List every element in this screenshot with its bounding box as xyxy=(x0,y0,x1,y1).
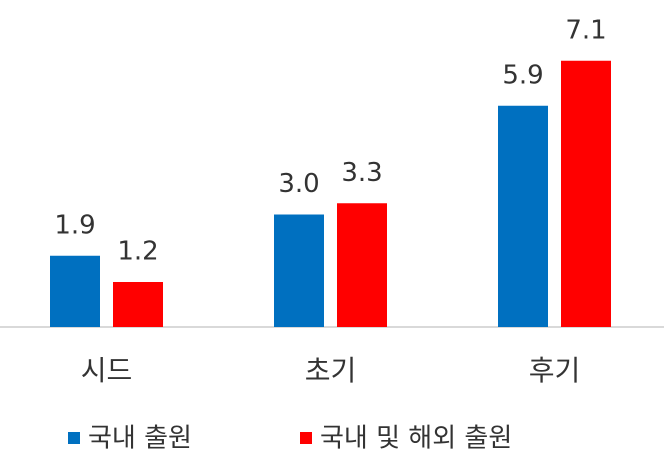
legend-label: 국내 및 해외 출원 xyxy=(320,424,512,454)
value-label: 1.9 xyxy=(54,210,95,240)
bar xyxy=(337,203,387,327)
legend-swatch xyxy=(300,432,312,444)
x-tick-label: 초기 xyxy=(305,354,357,387)
bar xyxy=(113,282,163,327)
bar xyxy=(274,214,324,327)
bar xyxy=(50,255,100,327)
value-label: 3.3 xyxy=(341,158,382,188)
x-tick-label: 후기 xyxy=(529,354,581,387)
legend-label: 국내 출원 xyxy=(88,424,192,454)
bar xyxy=(561,60,611,327)
value-label: 1.2 xyxy=(117,237,158,267)
value-label: 5.9 xyxy=(502,60,543,90)
legend-swatch xyxy=(68,432,80,444)
value-label: 3.0 xyxy=(278,169,319,199)
bar xyxy=(498,105,548,327)
x-tick-label: 시드 xyxy=(81,354,133,387)
value-label: 7.1 xyxy=(565,15,606,45)
